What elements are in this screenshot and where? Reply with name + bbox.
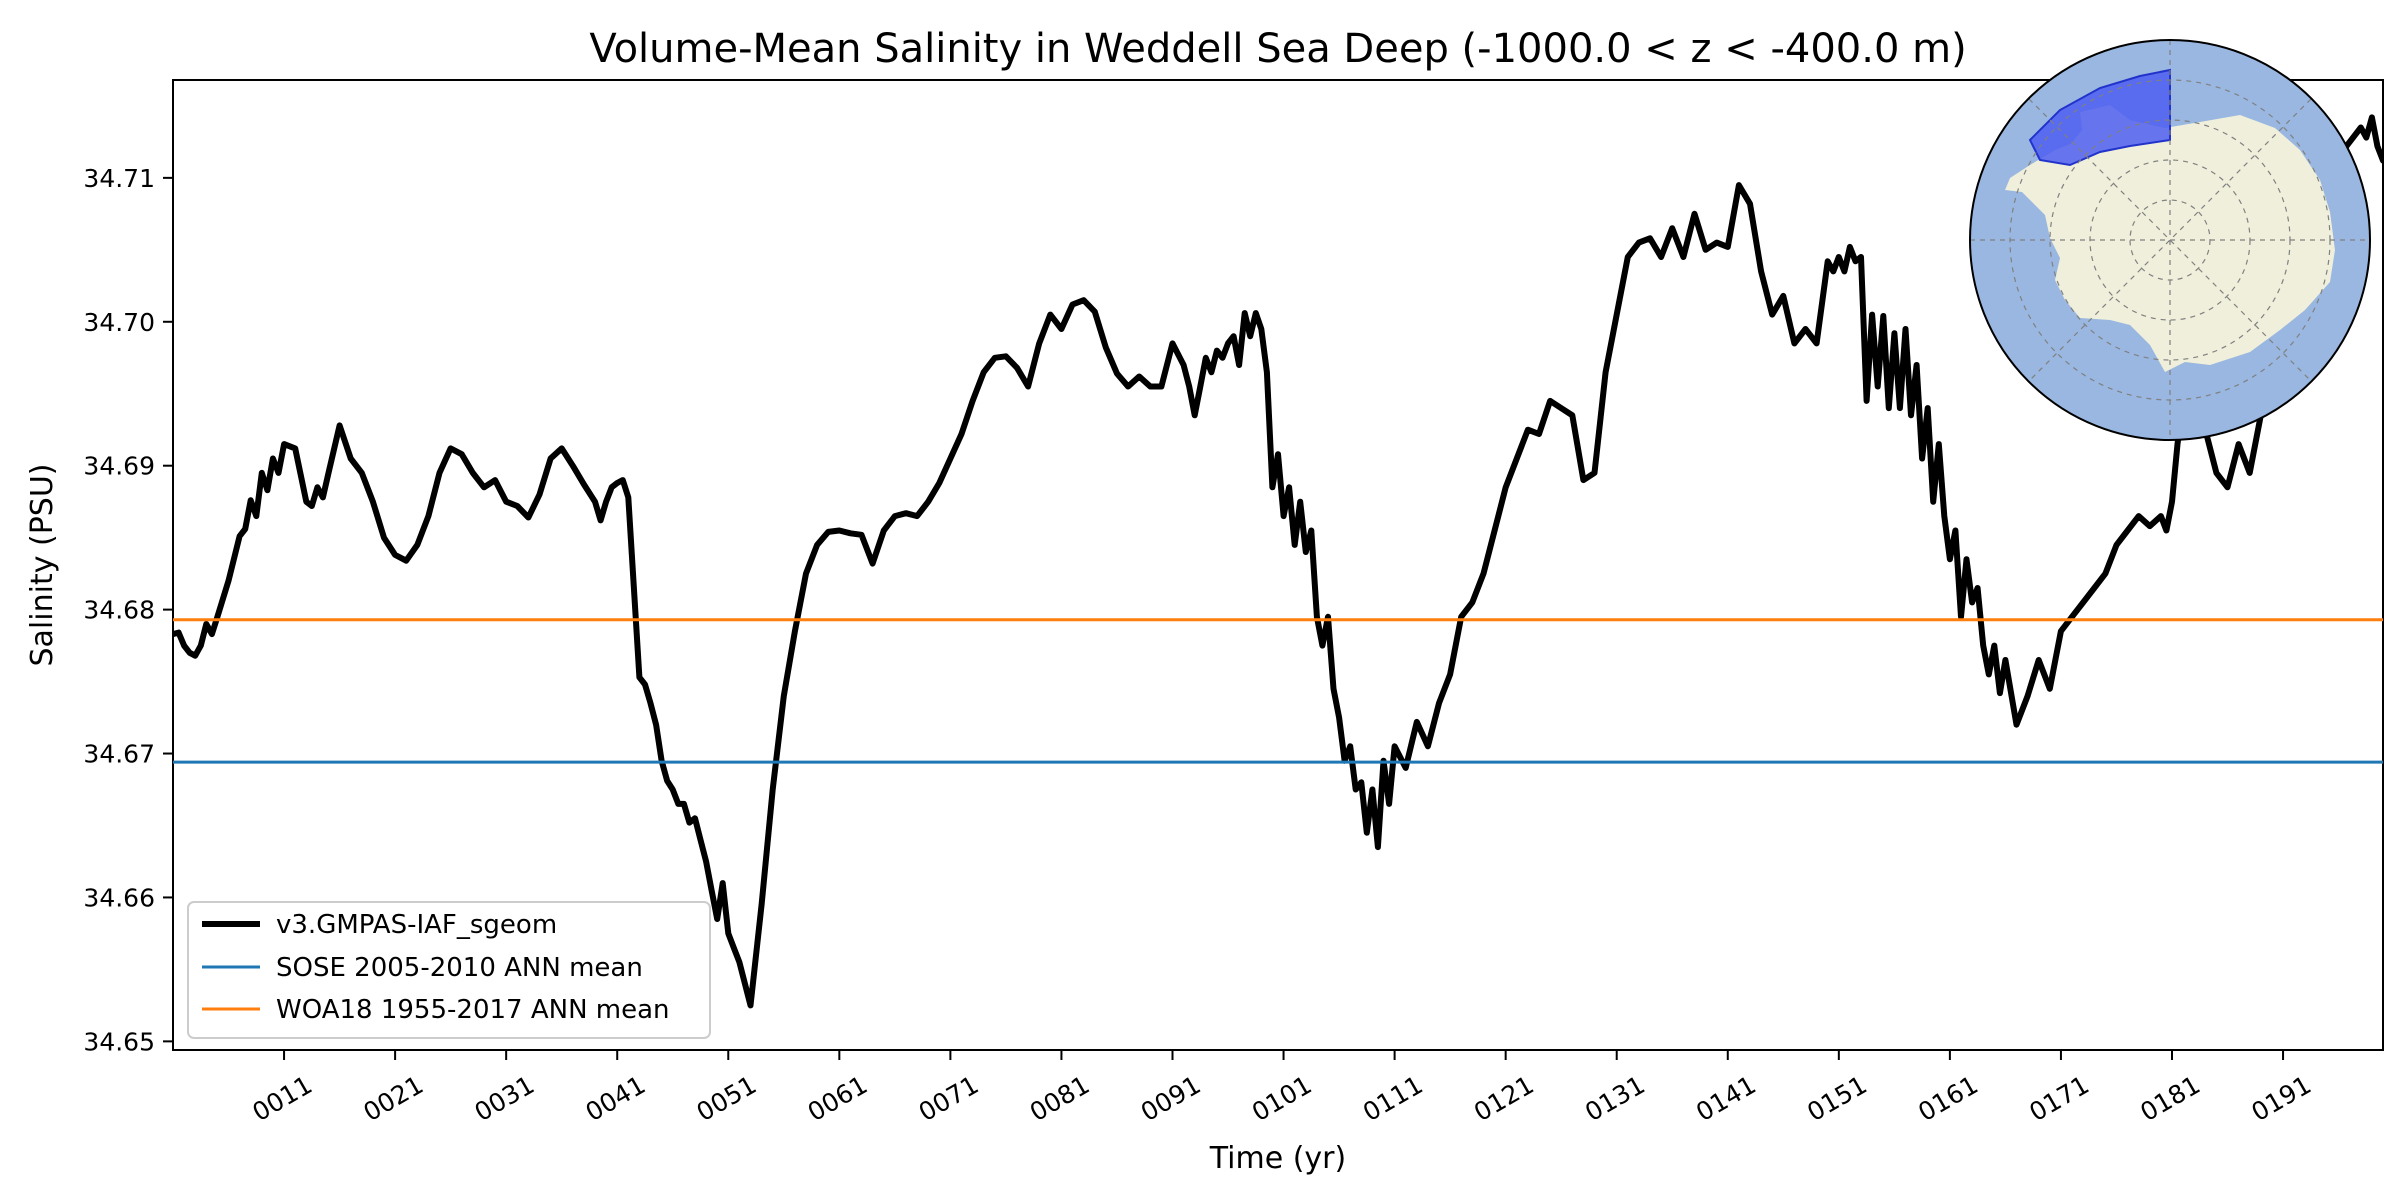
y-tick-label: 34.69 xyxy=(83,452,155,481)
x-tick-label: 0051 xyxy=(692,1070,762,1127)
x-axis: 0011 0021 0031 0041 0051 0061 0071 0081 0091 0101… xyxy=(247,1050,2316,1127)
weddell-region xyxy=(2028,68,2171,167)
x-tick-label: 0061 xyxy=(803,1070,873,1127)
inset-map xyxy=(1969,39,2371,441)
x-axis-label: Time (yr) xyxy=(1209,1141,1346,1176)
x-tick-label: 0091 xyxy=(1136,1070,1206,1127)
x-tick-label: 0121 xyxy=(1469,1070,1539,1127)
y-axis: 34.65 34.66 34.67 34.68 34.69 34.70 34.71 xyxy=(83,164,173,1056)
x-tick-label: 0181 xyxy=(2135,1070,2205,1127)
y-tick-label: 34.71 xyxy=(83,164,155,193)
chart-title: Volume-Mean Salinity in Weddell Sea Deep… xyxy=(589,26,1966,72)
antarctica-land xyxy=(2020,105,2335,372)
series-line-model xyxy=(173,114,2383,1009)
map-graticule xyxy=(1970,40,2370,440)
map-clip-group xyxy=(1970,40,2370,440)
x-tick-label: 0031 xyxy=(470,1070,540,1127)
x-tick-label: 0041 xyxy=(581,1070,651,1127)
legend-box xyxy=(187,901,711,1039)
x-tick-label: 0131 xyxy=(1580,1070,1650,1127)
legend-label-sose: SOSE 2005-2010 ANN mean xyxy=(276,953,643,983)
y-axis-label: Salinity (PSU) xyxy=(25,464,60,667)
legend-label-model: v3.GMPAS-IAF_sgeom xyxy=(276,910,557,940)
y-tick-label: 34.67 xyxy=(83,740,155,769)
x-tick-label: 0081 xyxy=(1025,1070,1095,1127)
x-tick-label: 0191 xyxy=(2246,1070,2316,1127)
x-tick-label: 0021 xyxy=(359,1070,429,1127)
x-tick-label: 0011 xyxy=(247,1070,317,1127)
legend: v3.GMPAS-IAF_sgeom SOSE 2005-2010 ANN me… xyxy=(187,901,711,1039)
x-tick-label: 0151 xyxy=(1802,1070,1872,1127)
y-tick-label: 34.65 xyxy=(83,1027,155,1056)
y-tick-label: 34.66 xyxy=(83,883,155,912)
y-tick-label: 34.68 xyxy=(83,596,155,625)
series-layer xyxy=(173,114,2383,1009)
plot-area-frame xyxy=(172,79,2384,1051)
legend-label-woa: WOA18 1955-2017 ANN mean xyxy=(276,995,670,1025)
x-tick-label: 0161 xyxy=(1913,1070,1983,1127)
x-tick-label: 0101 xyxy=(1247,1070,1317,1127)
map-border xyxy=(1969,39,2371,441)
y-tick-label: 34.70 xyxy=(83,308,155,337)
x-tick-label: 0071 xyxy=(914,1070,984,1127)
x-tick-label: 0141 xyxy=(1691,1070,1761,1127)
x-tick-label: 0111 xyxy=(1358,1070,1428,1127)
x-tick-label: 0171 xyxy=(2024,1070,2094,1127)
